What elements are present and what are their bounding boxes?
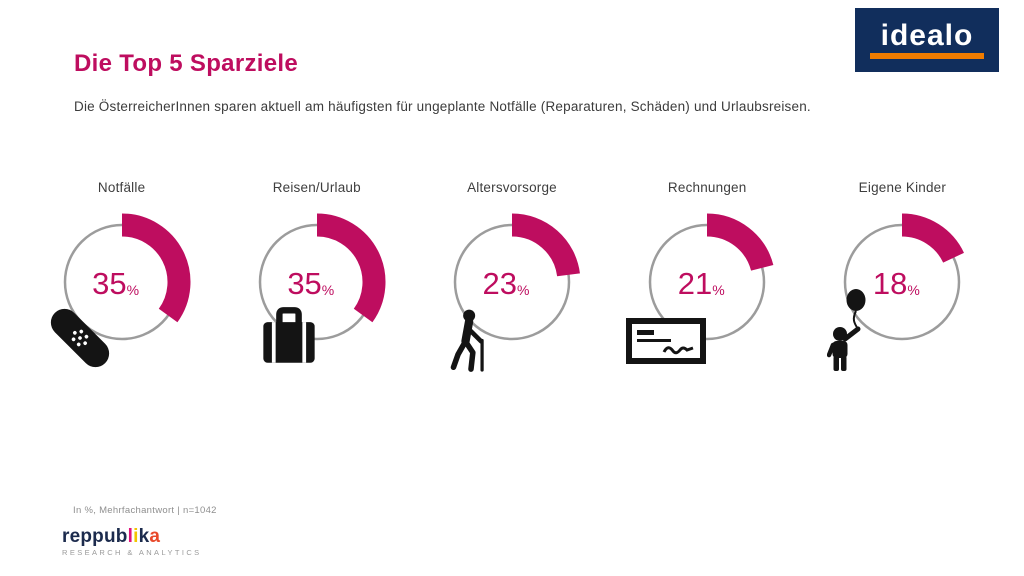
donut-cell-rechnungen: Rechnungen 21 % <box>610 180 805 367</box>
donut-chart: 35 % <box>232 197 402 367</box>
donut-cell-altersvorsorge: Altersvorsorge 23 % <box>414 180 609 372</box>
donut-chart: 18 % <box>817 197 987 371</box>
page-title: Die Top 5 Sparziele <box>74 50 298 77</box>
donut-chart: 21 % <box>622 197 792 367</box>
bandage-icon <box>50 308 109 368</box>
donut-label: Reisen/Urlaub <box>272 180 361 195</box>
donut-cell-notfaelle: Notfälle 35 % <box>24 180 219 368</box>
elderly-person-icon <box>450 309 484 372</box>
idealo-logo-underline <box>870 53 984 59</box>
reppublika-logo-text: reppublika <box>62 526 161 547</box>
suitcase-icon <box>263 307 315 363</box>
idealo-logo: idealo <box>855 8 999 72</box>
donut-chart: 23 % <box>427 197 597 372</box>
donut-cell-reisen-urlaub: Reisen/Urlaub 35 % <box>219 180 414 367</box>
child-balloon-icon <box>827 289 866 371</box>
donut-label: Eigene Kinder <box>858 180 947 195</box>
idealo-logo-text: idealo <box>880 19 974 52</box>
donut-cell-eigene-kinder: Eigene Kinder 18 % <box>805 180 1000 371</box>
donut-ring-svg <box>258 213 386 341</box>
donut-ring-svg <box>648 213 774 341</box>
donut-label: Notfälle <box>97 180 146 195</box>
reppublika-logo: reppublika RESEARCH & ANALYTICS <box>62 527 202 557</box>
donut-label: Altersvorsorge <box>467 180 557 195</box>
chart-footnote: In %, Mehrfachantwort | n=1042 <box>73 505 217 516</box>
cheque-icon <box>626 318 707 364</box>
donut-ring-svg <box>63 213 191 341</box>
donut-ring-svg <box>844 213 965 341</box>
donut-ring-svg <box>453 213 580 341</box>
donut-label: Rechnungen <box>667 180 747 195</box>
reppublika-logo-subtext: RESEARCH & ANALYTICS <box>62 548 202 557</box>
page-subtitle: Die ÖsterreicherInnen sparen aktuell am … <box>74 99 811 114</box>
donut-chart: 35 % <box>37 197 207 368</box>
donut-chart-row: Notfälle 35 % <box>24 180 1000 372</box>
